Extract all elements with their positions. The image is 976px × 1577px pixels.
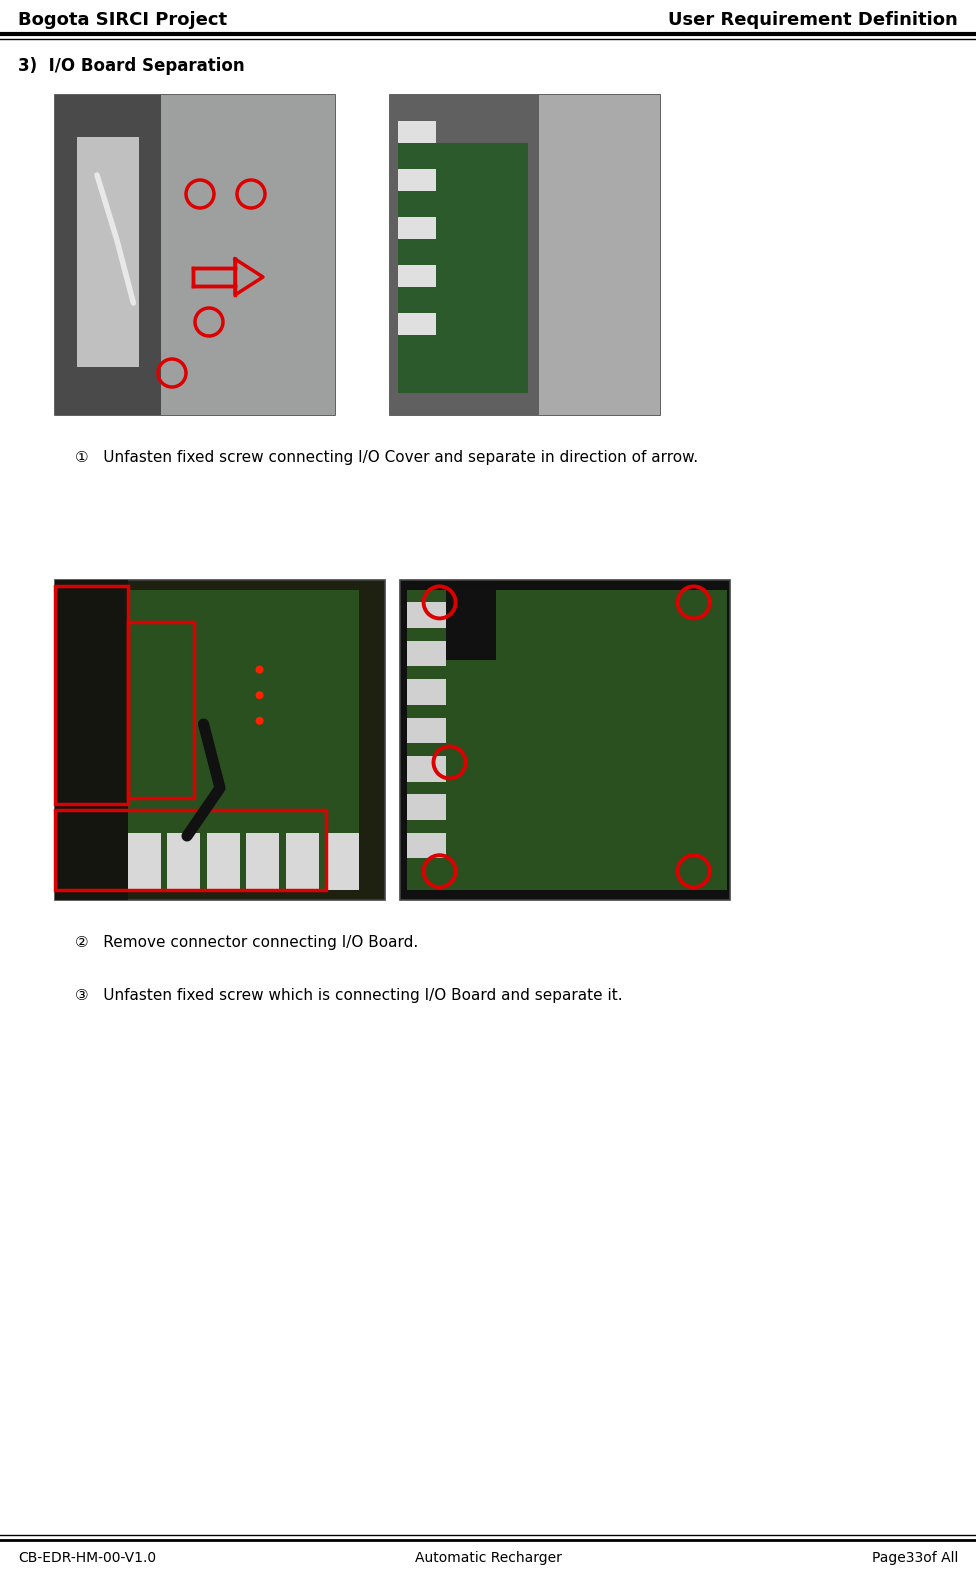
Bar: [407, 833, 446, 858]
Bar: [193, 268, 235, 285]
Circle shape: [256, 665, 264, 673]
Bar: [407, 680, 446, 705]
Bar: [398, 144, 528, 393]
Bar: [407, 602, 446, 628]
Bar: [207, 833, 240, 891]
Bar: [68, 590, 358, 891]
Bar: [167, 833, 200, 891]
Bar: [161, 95, 335, 415]
Text: CB-EDR-HM-00-V1.0: CB-EDR-HM-00-V1.0: [18, 1552, 156, 1564]
Bar: [398, 216, 436, 240]
Bar: [398, 265, 436, 287]
Bar: [55, 95, 161, 415]
Bar: [398, 120, 436, 144]
Bar: [55, 95, 335, 415]
Bar: [55, 580, 385, 900]
Text: ②   Remove connector connecting I/O Board.: ② Remove connector connecting I/O Board.: [75, 935, 419, 949]
Bar: [407, 795, 446, 820]
Bar: [55, 587, 128, 804]
Bar: [286, 833, 319, 891]
Bar: [539, 95, 660, 415]
Text: 3)  I/O Board Separation: 3) I/O Board Separation: [18, 57, 245, 76]
Text: Automatic Recharger: Automatic Recharger: [415, 1552, 561, 1564]
Bar: [128, 833, 161, 891]
Text: ③   Unfasten fixed screw which is connecting I/O Board and separate it.: ③ Unfasten fixed screw which is connecti…: [75, 989, 623, 1003]
Text: ①   Unfasten fixed screw connecting I/O Cover and separate in direction of arrow: ① Unfasten fixed screw connecting I/O Co…: [75, 449, 698, 465]
Bar: [407, 590, 727, 891]
Bar: [407, 755, 446, 782]
Bar: [246, 833, 279, 891]
Bar: [55, 580, 128, 900]
Bar: [407, 718, 446, 743]
Bar: [398, 169, 436, 191]
Bar: [77, 137, 139, 367]
Bar: [398, 312, 436, 334]
Circle shape: [256, 718, 264, 725]
Bar: [390, 95, 539, 415]
Text: Page33of All: Page33of All: [872, 1552, 958, 1564]
Text: Bogota SIRCI Project: Bogota SIRCI Project: [18, 11, 227, 28]
Bar: [446, 590, 496, 661]
Bar: [390, 95, 660, 415]
Bar: [400, 580, 730, 900]
Bar: [128, 621, 193, 798]
Bar: [326, 833, 358, 891]
Bar: [407, 640, 446, 667]
Text: User Requirement Definition: User Requirement Definition: [669, 11, 958, 28]
Circle shape: [256, 691, 264, 699]
Bar: [55, 811, 326, 891]
